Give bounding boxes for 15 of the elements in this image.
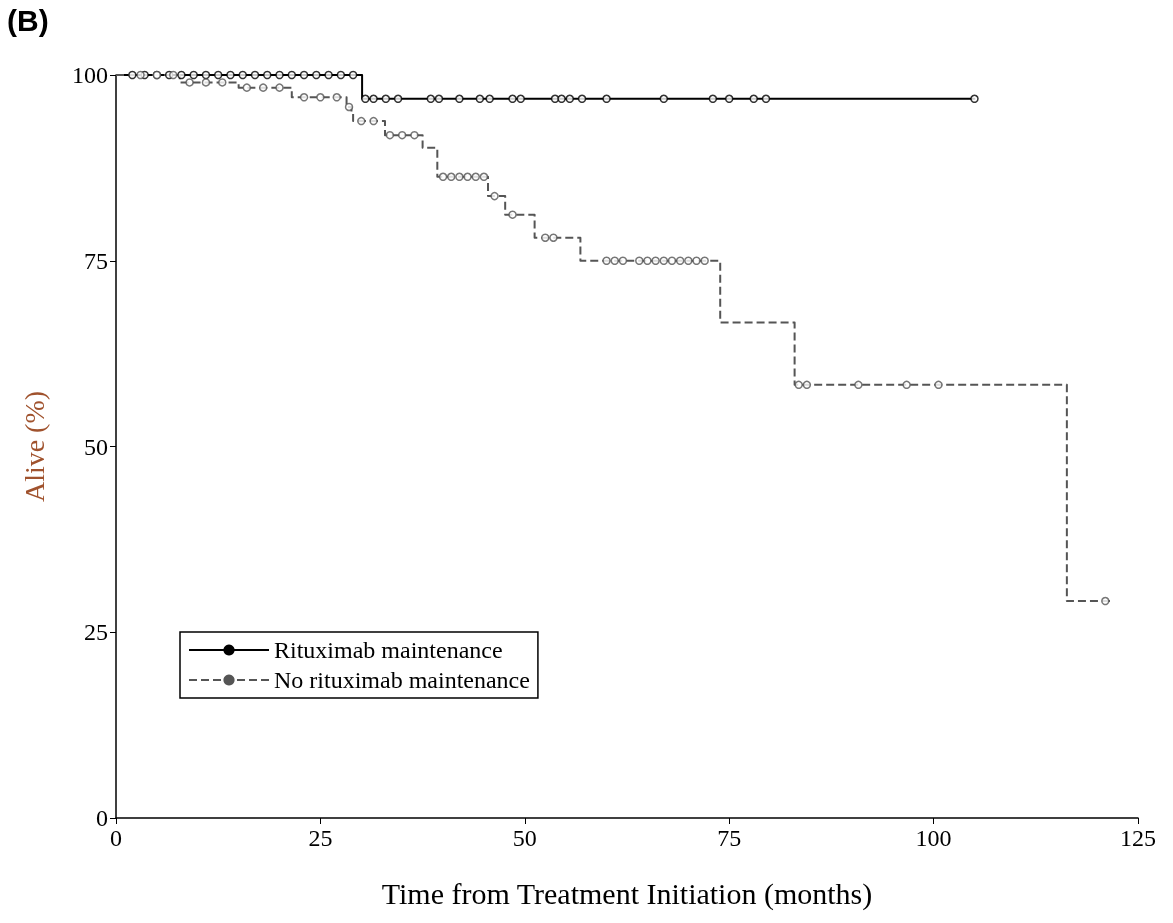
y-tick-label: 0: [96, 805, 108, 831]
y-tick-label: 75: [84, 247, 108, 274]
x-tick-label: 50: [512, 825, 537, 851]
x-tick-label: 100: [915, 825, 952, 851]
y-axis-title: Alive (%): [18, 390, 50, 503]
chart-title: (B): [7, 3, 49, 37]
y-tick-label: 25: [84, 619, 108, 646]
y-tick-label: 100: [72, 62, 108, 88]
x-tick-label: 75: [717, 825, 742, 851]
x-tick-label: 125: [1120, 825, 1156, 851]
legend-label: No rituximab maintenance: [274, 667, 530, 693]
x-axis-title: Time from Treatment Initiation (months): [381, 876, 873, 911]
x-tick-label: 25: [308, 825, 333, 851]
y-tick-label: 50: [84, 433, 108, 460]
legend-label: Rituximab maintenance: [274, 637, 503, 663]
